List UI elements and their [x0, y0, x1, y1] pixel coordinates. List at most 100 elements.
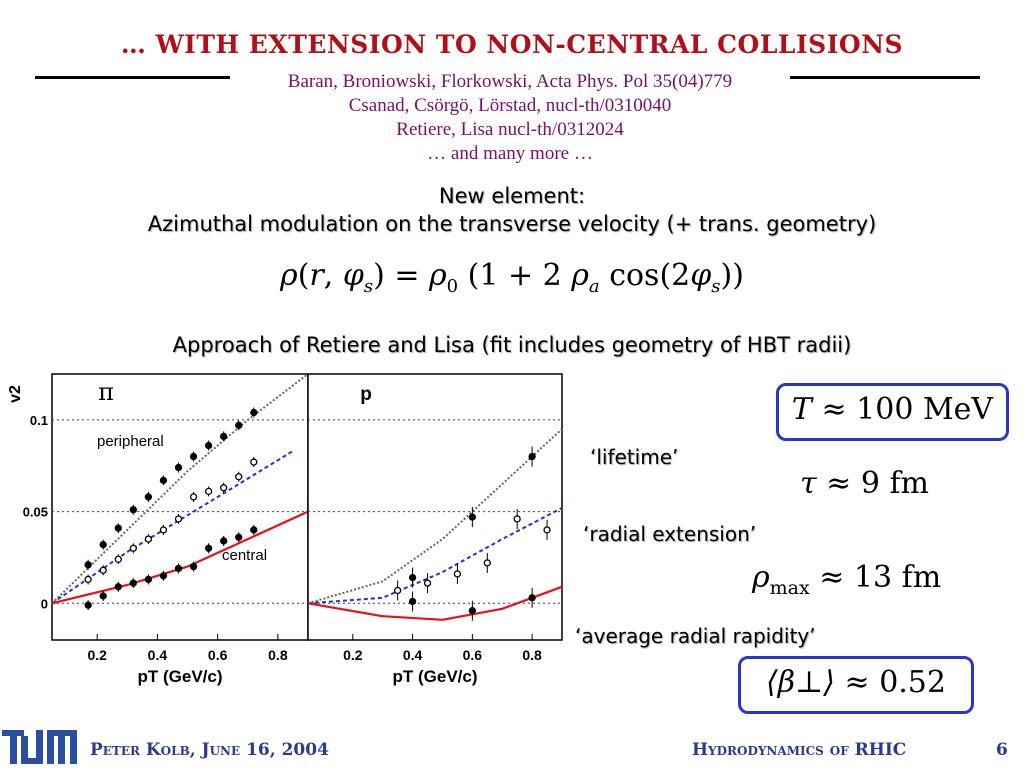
data-point [235, 421, 243, 430]
fit-curve [51, 373, 309, 605]
lifetime-symbol: τ [800, 466, 817, 501]
plot-frame [51, 373, 309, 641]
annotation-peripheral: peripheral [97, 433, 164, 450]
lifetime-value: ≈ 9 fm [826, 466, 930, 501]
references: Baran, Broniowski, Florkowski, Acta Phys… [230, 70, 790, 166]
footer-author-date: Peter Kolb, June 16, 2004 [90, 740, 329, 760]
data-point [528, 594, 536, 602]
slide-title: … WITH EXTENSION TO NON-CENTRAL COLLISIO… [120, 30, 904, 59]
data-point [189, 452, 198, 461]
data-point [250, 526, 258, 534]
data-point [159, 476, 168, 485]
radial-extension-formula: ρmax ≈ 13 fm [752, 560, 941, 599]
reference-2: Csanad, Csörgö, Lörstad, nucl-th/0310040 [348, 95, 672, 116]
temperature-box: T ≈ 100 MeV [776, 383, 1009, 441]
data-point [84, 561, 92, 569]
data-point [174, 515, 183, 523]
data-point [159, 526, 168, 534]
data-point [483, 559, 491, 567]
data-point [235, 473, 243, 481]
data-point [393, 586, 402, 595]
radial-extension-symbol: ρ [752, 560, 770, 595]
annotation-central: central [222, 547, 267, 564]
footer-talk-title: Hydrodynamics of RHIC [692, 740, 907, 760]
fit-curve [307, 507, 563, 605]
data-point [114, 555, 122, 563]
data-point [114, 524, 122, 532]
data-point [204, 441, 213, 450]
formula: ρ(r, φs) = ρ0 (1 + 2 ρa cos(2φs)) [280, 258, 744, 297]
x-tick-label: 0.4 [148, 647, 168, 663]
new-element: New element: Azimuthal modulation on the… [0, 182, 1024, 238]
x-tick-label: 0.6 [208, 647, 228, 663]
lifetime-formula: τ ≈ 9 fm [800, 466, 929, 501]
data-point [114, 583, 122, 591]
reference-4: … and many more … [427, 143, 593, 164]
fit-curve [51, 510, 309, 605]
data-point [528, 452, 536, 461]
data-point [129, 579, 137, 587]
data-point [235, 533, 243, 541]
data-point [408, 573, 417, 582]
data-point [513, 515, 521, 523]
data-point [468, 606, 477, 615]
footer: Peter Kolb, June 16, 2004 Hydrodynamics … [0, 728, 1024, 768]
data-point [453, 570, 462, 578]
reference-1: Baran, Broniowski, Florkowski, Acta Phys… [287, 71, 733, 92]
data-point [99, 566, 107, 574]
x-tick-label: 0.2 [343, 647, 363, 663]
x-tick-label: 0.6 [463, 647, 483, 663]
y-tick-label: 0 [41, 596, 48, 611]
data-point [159, 572, 168, 580]
tum-logo-icon [2, 730, 77, 764]
data-point [84, 575, 92, 584]
x-tick-label: 0.2 [87, 647, 107, 663]
data-point [129, 544, 137, 552]
v2-chart: 0.2 0.4 0.6 0.8 0 0.05 0.1 v2 pT (GeV/c) π periphe… [7, 373, 563, 686]
data-point [220, 484, 228, 492]
radial-rapidity-box: ⟨β⊥⟩ ≈ 0.52 [738, 656, 974, 714]
y-axis-label: v2 [7, 385, 24, 403]
radial-extension-sub: max [769, 577, 810, 599]
title-rule-left [35, 76, 230, 79]
radial-extension-value: ≈ 13 fm [819, 560, 942, 595]
new-element-description: Azimuthal modulation on the transverse v… [147, 212, 877, 236]
data-point [99, 540, 107, 549]
data-point [408, 597, 417, 606]
lifetime-label: ‘lifetime’ [590, 445, 679, 469]
y-tick-label: 0.1 [30, 413, 48, 428]
fit-curve [307, 585, 563, 621]
data-point [174, 463, 183, 472]
radial-rapidity-label: ‘average radial rapidity’ [575, 624, 816, 648]
footer-page-number: 6 [996, 740, 1008, 760]
new-element-heading: New element: [438, 184, 586, 208]
proton-panel: 0.2 0.4 0.6 0.8 pT (GeV/c) p [307, 373, 563, 686]
panel-label: p [360, 384, 372, 405]
x-tick-label: 0.8 [522, 647, 542, 663]
x-tick-label: 0.8 [268, 647, 288, 663]
data-point [220, 537, 228, 545]
radial-rapidity-value: ≈ 0.52 [844, 665, 946, 700]
pion-panel: 0.2 0.4 0.6 0.8 0 0.05 0.1 v2 pT (GeV/c) π periphe… [7, 373, 309, 686]
data-point [468, 513, 477, 521]
plot-frame [307, 373, 563, 641]
x-axis-label: pT (GeV/c) [137, 667, 222, 686]
data-point [174, 564, 183, 573]
data-point [543, 526, 551, 534]
data-point [189, 562, 198, 571]
data-point [204, 544, 213, 552]
panel-label: π [98, 378, 114, 406]
x-axis-label: pT (GeV/c) [392, 667, 477, 686]
radial-extension-label: ‘radial extension’ [583, 522, 757, 546]
radial-rapidity-symbol: ⟨β⊥⟩ [766, 665, 835, 700]
data-point [144, 535, 153, 543]
temperature-symbol: T [791, 392, 812, 427]
y-tick-label: 0.05 [23, 505, 48, 520]
data-point [129, 506, 137, 514]
data-point [189, 493, 198, 501]
data-point [250, 458, 258, 466]
data-point [144, 575, 153, 584]
data-point [99, 592, 107, 600]
approach-text: Approach of Retiere and Lisa (fit includ… [172, 333, 852, 357]
fit-curve [51, 450, 294, 605]
